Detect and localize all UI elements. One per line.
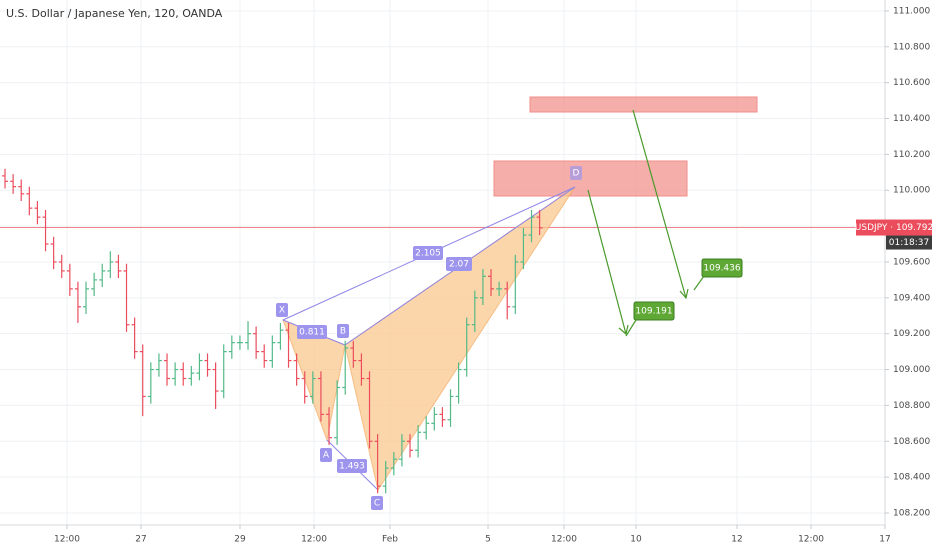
projections (587, 109, 705, 337)
point-label: C (374, 499, 380, 509)
y-tick-label: 108.400 (893, 473, 930, 483)
y-tick-label: 110.200 (893, 150, 930, 160)
ratio-label: 2.105 (415, 249, 441, 259)
ratio-label: 1.493 (339, 462, 365, 472)
y-tick-label: 108.200 (893, 508, 930, 518)
x-tick-label: 27 (135, 535, 146, 545)
point-label: A (323, 451, 330, 461)
projection-arrow (587, 189, 627, 335)
target-box (633, 301, 675, 321)
point-box (320, 448, 332, 462)
pattern-labels: X A B C D 0.811 1.493 2.105 2.07 (276, 166, 582, 510)
ratio-box (297, 325, 327, 339)
x-tick-label: 17 (879, 535, 890, 545)
y-tick-label: 110.800 (893, 42, 930, 52)
x-tick-label: 12:00 (551, 535, 577, 545)
grid (0, 0, 886, 525)
x-tick-label: 12:00 (301, 535, 327, 545)
axes: 108.200 108.400 108.600 108.800 109.000 109.2… (54, 6, 930, 544)
target-label: 109.436 (703, 264, 740, 274)
x-tick-label: 10 (630, 535, 642, 545)
ratio-box (413, 246, 443, 260)
chart-title: U.S. Dollar / Japanese Yen, 120, OANDA (6, 7, 223, 20)
y-tick-label: 111.000 (893, 6, 930, 16)
target-box (701, 258, 743, 278)
targets: 109.191 109.436 (633, 258, 743, 321)
x-tick-label: Feb (382, 535, 398, 545)
y-tick-label: 110.600 (893, 78, 930, 88)
ratio-box (337, 459, 367, 473)
x-tick-label: 12 (731, 535, 742, 545)
last-price-tag: USDJPY · 109.792 01:18:37 (855, 219, 932, 250)
y-tick-label: 110.400 (893, 114, 930, 124)
y-tick-label: 110.000 (893, 186, 930, 196)
resistance-zone (529, 96, 758, 113)
callout-line (693, 275, 705, 291)
x-tick-label: 12:00 (54, 535, 80, 545)
point-label: X (279, 306, 285, 316)
prz-zone (493, 160, 688, 197)
x-tick-label: 5 (485, 535, 491, 545)
x-tick-label: 12:00 (798, 535, 824, 545)
point-box (371, 496, 383, 510)
arrow-head (679, 288, 689, 300)
candles (2, 168, 543, 494)
y-tick-label: 109.600 (893, 257, 930, 267)
y-tick-label: 109.000 (893, 365, 930, 375)
y-tick-label: 109.400 (893, 293, 930, 303)
x-tick-label: 29 (234, 535, 246, 545)
target-label: 109.191 (635, 307, 672, 317)
y-tick-label: 108.600 (893, 437, 930, 447)
last-price-label: USDJPY · 109.792 (855, 223, 932, 233)
point-box (276, 303, 288, 317)
y-tick-label: 108.800 (893, 401, 930, 411)
point-box (570, 166, 582, 180)
point-label: B (340, 327, 346, 337)
ratio-label: 0.811 (299, 328, 325, 338)
last-price-box (856, 219, 932, 236)
ratio-label: 2.07 (449, 260, 469, 270)
point-box (337, 324, 349, 338)
arrow-head (618, 324, 629, 336)
projection-arrow (632, 109, 687, 299)
point-label: D (573, 169, 580, 179)
y-tick-label: 109.200 (893, 329, 930, 339)
pattern-bcd (344, 186, 576, 492)
callout-line (625, 319, 637, 337)
countdown: 01:18:37 (889, 238, 929, 248)
countdown-box (886, 235, 932, 250)
ratio-box (446, 257, 472, 271)
